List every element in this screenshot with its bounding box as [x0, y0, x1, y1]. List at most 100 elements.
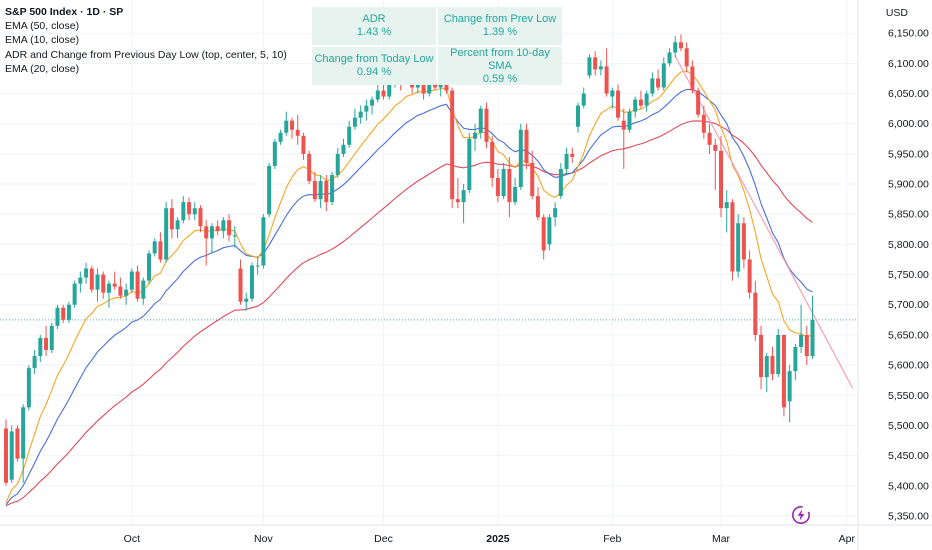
candle-body — [244, 298, 249, 302]
x-tick-label: 2025 — [486, 533, 510, 545]
candle-body — [444, 81, 449, 91]
candle-up — [553, 202, 558, 227]
candle-up — [21, 404, 26, 483]
candle-body — [284, 120, 289, 133]
candle-body — [152, 241, 157, 254]
candle-body — [330, 175, 335, 203]
candle-body — [524, 129, 529, 163]
candle-up — [799, 304, 804, 354]
candle-up — [375, 84, 380, 103]
candle-body — [4, 428, 8, 483]
candle-body — [72, 283, 77, 305]
trendline[interactable] — [674, 55, 854, 389]
candle-body — [461, 190, 466, 203]
y-tick-label: 5,350.00 — [888, 510, 929, 522]
candle-up — [26, 365, 31, 411]
candle-down — [701, 105, 706, 139]
candle-up — [358, 105, 363, 124]
y-tick-label: 5,550.00 — [888, 390, 929, 402]
candle-down — [158, 232, 163, 263]
legend-item-ema-20[interactable]: EMA (20, close) — [5, 62, 80, 75]
candle-body — [450, 90, 455, 200]
candle-body — [129, 271, 134, 290]
candle-body — [158, 241, 163, 260]
x-tick-label: Dec — [374, 533, 393, 545]
candle-up — [501, 162, 506, 200]
candle-down — [656, 69, 661, 91]
candle-down — [169, 199, 174, 239]
candle-body — [793, 346, 798, 372]
candle-body — [95, 274, 100, 290]
candle-body — [638, 99, 643, 106]
candle-down — [638, 90, 643, 109]
candle-down — [198, 205, 203, 233]
candle-up — [335, 147, 340, 179]
candle-body — [433, 84, 437, 88]
candle-body — [541, 217, 546, 251]
candle-down — [15, 425, 20, 462]
candle-down — [678, 34, 683, 52]
candle-body — [490, 141, 495, 179]
candle-body — [518, 129, 523, 188]
candle-down — [535, 187, 540, 221]
lightning-bolt-icon[interactable] — [791, 505, 811, 525]
candle-down — [312, 171, 317, 203]
info-value: 1.43 % — [356, 26, 392, 38]
info-label: Change from Today Low — [314, 53, 434, 65]
candle-body — [249, 265, 254, 299]
x-axis[interactable]: Oct Nov Dec 2025 Feb Mar Apr — [124, 533, 856, 545]
candle-body — [101, 274, 106, 293]
candle-body — [364, 105, 369, 112]
candle-down — [61, 304, 66, 323]
candle-down — [301, 132, 306, 160]
info-cell-change-prev-low: Change from Prev Low 1.39 % — [438, 7, 562, 45]
candle-body — [295, 129, 300, 136]
candle-body — [616, 90, 621, 118]
candle-body — [753, 292, 758, 335]
candle-down — [187, 197, 192, 221]
candle-body — [553, 208, 558, 218]
symbol-title[interactable]: S&P 500 Index · 1D · SP — [5, 6, 124, 18]
ema-10-path — [5, 70, 813, 503]
candle-up — [650, 72, 655, 97]
candle-body — [804, 334, 809, 357]
candle-body — [227, 220, 232, 236]
candle-up — [661, 57, 666, 91]
legend-item-ema-50[interactable]: EMA (50, close) — [5, 20, 80, 33]
candle-body — [627, 111, 632, 130]
candle-up — [249, 262, 254, 302]
y-tick-label: 5,750.00 — [888, 269, 929, 281]
candle-up — [581, 87, 586, 109]
candle-body — [593, 57, 598, 70]
candle-body — [604, 66, 609, 94]
candle-down — [227, 214, 232, 242]
currency-label[interactable]: USD — [885, 7, 908, 19]
info-cell-change-today-low: Change from Today Low 0.94 % — [312, 47, 436, 85]
candles — [4, 34, 815, 486]
candle-body — [335, 153, 340, 175]
candle-body — [576, 105, 580, 127]
candle-down — [621, 108, 626, 169]
candle-up — [49, 322, 54, 354]
candle-body — [112, 283, 117, 287]
candle-body — [473, 132, 478, 139]
candle-body — [719, 150, 723, 209]
candle-up — [352, 108, 357, 130]
candle-body — [598, 66, 603, 70]
candle-body — [621, 120, 626, 130]
candle-body — [278, 132, 283, 142]
candle-body — [673, 42, 678, 53]
y-tick-label: 6,150.00 — [888, 28, 929, 40]
y-axis[interactable]: 6,150.00 6,100.00 6,050.00 6,000.00 5,950.00… — [888, 28, 929, 523]
candle-up — [787, 365, 792, 423]
candle-body — [347, 126, 352, 145]
info-cell-percent-sma: Percent from 10-day SMA 0.59 % — [438, 47, 562, 85]
candle-up — [564, 147, 569, 175]
legend-item-ema-10[interactable]: EMA (10, close) — [5, 34, 80, 47]
legend-item-adr-indicator[interactable]: ADR and Change from Previous Day Low (to… — [5, 48, 287, 61]
candle-body — [301, 135, 306, 154]
candle-down — [719, 135, 723, 218]
candle-up — [547, 214, 552, 251]
ema-50-line — [5, 120, 813, 507]
